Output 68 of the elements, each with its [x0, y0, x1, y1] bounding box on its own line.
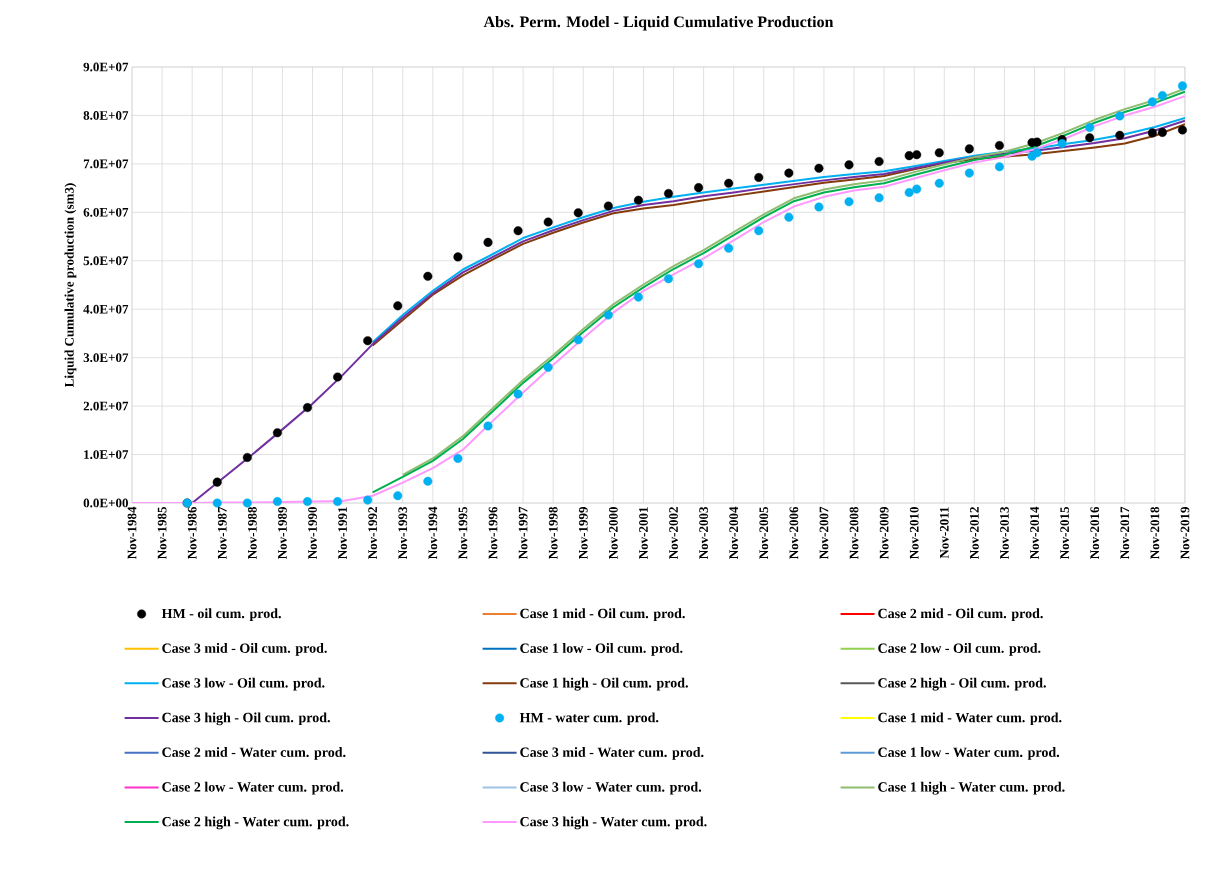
x-tick-label: Nov-2016	[1090, 506, 1100, 559]
x-tick-label: Nov-2019	[1180, 507, 1190, 559]
x-tick-label: Nov-1995	[458, 507, 468, 559]
x-tick-label: Nov-1988	[247, 506, 257, 559]
x-tick-label: Nov-2007	[819, 506, 829, 559]
x-tick-label: Nov-1984	[127, 506, 137, 559]
legend-label: Case 1 high - Water cum. prod.	[878, 781, 1065, 795]
y-tick-label: 8.0E+07	[83, 111, 129, 120]
x-tick-label: Nov-1997	[518, 506, 528, 559]
y-tick-label: 7.0E+07	[83, 159, 129, 169]
y-tick-label: 9.0E+07	[83, 62, 129, 72]
legend-label: HM - oil cum. prod.	[161, 608, 281, 622]
x-tick-label: Nov-2014	[1030, 506, 1039, 559]
legend-label: Case 3 high - Water cum. prod.	[520, 816, 707, 830]
x-tick-label: Nov-1990	[308, 507, 317, 559]
legend-label: Case 2 high - Water cum. prod.	[162, 816, 349, 830]
x-tick-label: Nov-1994	[428, 506, 438, 559]
x-tick-label: Nov-1987	[217, 506, 227, 559]
legend-label: Case 1 low - Water cum. prod.	[878, 747, 1060, 760]
x-tick-label: Nov-2017	[1120, 506, 1130, 559]
x-tick-label: Nov-1999	[578, 507, 588, 559]
legend-label: Case 3 low - Water cum. prod.	[520, 781, 702, 795]
x-tick-label: Nov-2015	[1060, 507, 1070, 559]
x-tick-label: Nov-2003	[699, 506, 708, 559]
x-tick-label: Nov-1992	[368, 507, 378, 559]
x-tick-label: Nov-1993	[398, 506, 408, 559]
legend-label: Case 1 mid - Oil cum. prod.	[520, 608, 685, 622]
x-tick-label: Nov-2000	[608, 507, 618, 559]
x-tick-label: Nov-2010	[909, 507, 919, 559]
x-tick-label: Nov-2004	[729, 506, 739, 559]
x-tick-label: Nov-1989	[278, 507, 287, 559]
legend-label: Case 2 low - Oil cum. prod.	[878, 643, 1041, 656]
x-tick-label: Nov-1998	[548, 506, 558, 559]
legend-label: HM - water cum. prod.	[519, 712, 659, 726]
y-tick-label: 0.0E+00	[83, 498, 128, 508]
legend-label: Case 2 low - Water cum. prod.	[162, 781, 344, 795]
x-tick-label: Nov-2001	[639, 507, 648, 559]
x-tick-label: Nov-2005	[759, 507, 769, 559]
legend-label: Case 1 low - Oil cum. prod.	[520, 643, 683, 656]
legend-label: Case 1 high - Oil cum. prod.	[520, 677, 688, 691]
legend-label: Case 2 mid - Oil cum. prod.	[878, 608, 1043, 622]
legend-label: Case 2 high - Oil cum. prod.	[878, 677, 1046, 691]
x-tick-label: Nov-2012	[969, 507, 979, 559]
legend-label: Case 1 mid - Water cum. prod.	[878, 712, 1062, 726]
x-tick-label: Nov-2006	[789, 506, 799, 559]
x-tick-label: Nov-2013	[1000, 506, 1009, 559]
legend-label: Case 3 low - Oil cum. prod.	[162, 677, 325, 691]
chart-title: Abs. Perm. Model - Liquid Cumulative Production	[483, 15, 834, 31]
x-tick-label: Nov-1986	[187, 506, 197, 559]
y-tick-label: 4.0E+07	[83, 304, 129, 314]
y-tick-label: 1.0E+07	[84, 450, 129, 459]
y-tick-label: 5.0E+07	[83, 256, 129, 266]
y-tick-label: 6.0E+07	[83, 207, 129, 217]
x-tick-label: Nov-1985	[157, 507, 167, 559]
x-tick-label: Nov-2018	[1150, 506, 1160, 559]
x-tick-label: Nov-1991	[338, 507, 347, 559]
legend-label: Case 2 mid - Water cum. prod.	[162, 747, 346, 760]
x-tick-label: Nov-2002	[669, 507, 678, 559]
legend-label: Case 3 mid - Water cum. prod.	[520, 747, 704, 760]
legend-label: Case 3 mid - Oil cum. prod.	[162, 643, 327, 656]
y-tick-label: 3.0E+07	[83, 353, 129, 363]
legend-label: Case 3 high - Oil cum. prod.	[162, 712, 330, 726]
x-tick-label: Nov-2008	[849, 506, 859, 559]
x-tick-label: Nov-2011	[939, 507, 949, 559]
x-tick-label: Nov-2009	[879, 507, 889, 559]
y-axis-title: Liquid Cumulative production (sm3)	[64, 183, 77, 388]
y-tick-label: 2.0E+07	[83, 401, 129, 411]
x-tick-label: Nov-1996	[488, 506, 498, 559]
